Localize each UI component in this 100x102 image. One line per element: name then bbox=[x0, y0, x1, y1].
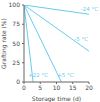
svg-text:20: 20 bbox=[85, 84, 92, 91]
svg-text:100: 100 bbox=[9, 1, 21, 8]
svg-text:Storage time (d): Storage time (d) bbox=[32, 95, 81, 102]
svg-text:0: 0 bbox=[22, 84, 26, 91]
svg-text:-24 °C: -24 °C bbox=[81, 6, 92, 12]
svg-text:+22 °C: +22 °C bbox=[28, 72, 48, 78]
svg-text:25: 25 bbox=[12, 59, 20, 66]
svg-text:75: 75 bbox=[12, 20, 20, 27]
svg-text:5: 5 bbox=[38, 84, 42, 91]
svg-text:Grafting rate (%): Grafting rate (%) bbox=[8, 18, 9, 69]
svg-text:15: 15 bbox=[69, 84, 77, 91]
svg-text:0: 0 bbox=[16, 78, 20, 85]
svg-text:+5 °C: +5 °C bbox=[57, 72, 74, 78]
svg-text:50: 50 bbox=[12, 40, 20, 47]
svg-text:-5 °C: -5 °C bbox=[74, 36, 88, 42]
svg-text:10: 10 bbox=[53, 84, 61, 91]
